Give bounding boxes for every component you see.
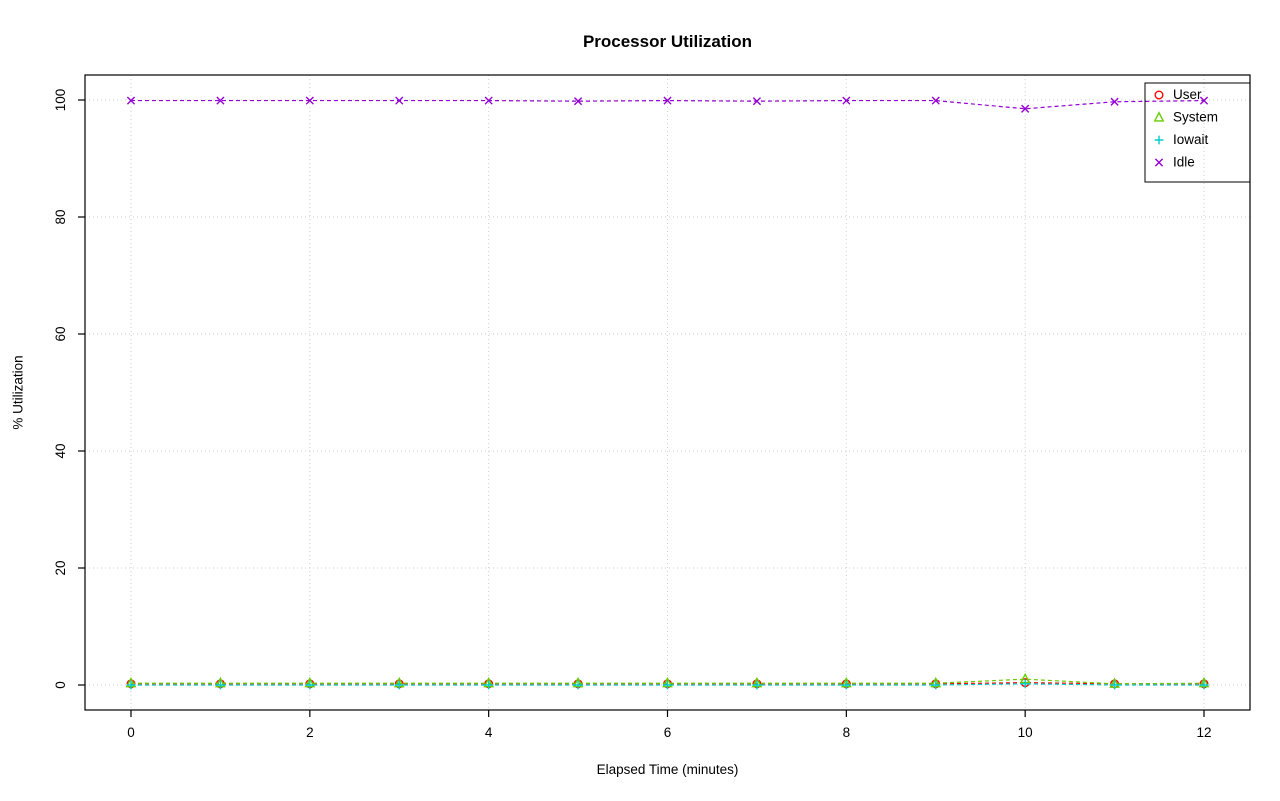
- plus-marker: [216, 680, 225, 690]
- x-tick-label: 10: [1018, 725, 1033, 740]
- y-tick-label: 40: [53, 443, 68, 458]
- x-marker: [573, 97, 583, 106]
- plus-marker: [663, 680, 672, 690]
- x-marker: [1021, 104, 1030, 113]
- x-marker: [1154, 158, 1164, 167]
- legend-label: Iowait: [1173, 132, 1209, 147]
- plus-marker: [1199, 680, 1209, 690]
- x-tick-label: 2: [306, 725, 314, 740]
- plot-box: [84, 74, 1251, 711]
- plus-marker: [931, 680, 941, 690]
- plus-marker: [305, 680, 315, 690]
- plus-marker: [126, 680, 136, 690]
- y-axis-label: % Utilization: [10, 355, 26, 430]
- plus-marker: [841, 680, 851, 690]
- x-tick-label: 12: [1196, 725, 1211, 740]
- x-marker: [305, 96, 314, 105]
- triangle-marker: [1153, 111, 1165, 122]
- chart-title: Processor Utilization: [582, 32, 753, 51]
- x-marker: [1199, 96, 1209, 105]
- x-axis-label: Elapsed Time (minutes): [596, 762, 739, 777]
- legend-label: User: [1173, 87, 1202, 102]
- y-tick-label: 100: [53, 89, 68, 112]
- x-tick-label: 6: [664, 725, 672, 740]
- x-marker: [663, 96, 672, 105]
- x-marker: [842, 96, 851, 105]
- plus-marker: [484, 680, 494, 690]
- x-marker: [752, 97, 762, 106]
- plus-marker: [1154, 135, 1164, 145]
- x-marker: [395, 96, 404, 105]
- legend-label: System: [1173, 110, 1218, 125]
- x-tick-label: 4: [485, 725, 493, 740]
- plus-marker: [573, 680, 583, 690]
- x-marker: [484, 96, 493, 105]
- x-marker: [931, 96, 940, 105]
- y-tick-label: 60: [53, 326, 68, 341]
- y-tick-label: 0: [53, 681, 68, 689]
- y-tick-label: 80: [53, 209, 68, 224]
- legend-box: [1144, 82, 1251, 183]
- plus-marker: [1110, 680, 1119, 690]
- plus-marker: [394, 680, 404, 690]
- circle-marker: [1154, 90, 1164, 100]
- plus-marker: [1020, 679, 1030, 689]
- x-marker: [1110, 97, 1119, 106]
- legend-label: Idle: [1173, 155, 1195, 170]
- y-tick-label: 20: [53, 560, 68, 575]
- x-marker: [126, 96, 136, 105]
- x-tick-label: 8: [843, 725, 851, 740]
- x-tick-label: 0: [127, 725, 135, 740]
- x-marker: [216, 96, 225, 105]
- plus-marker: [752, 680, 762, 690]
